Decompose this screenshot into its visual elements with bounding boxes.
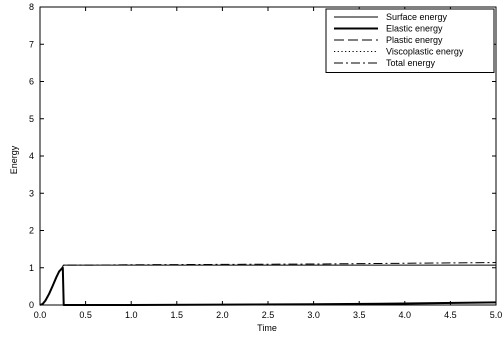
x-tick-label: 2.0	[216, 310, 229, 320]
series-line-total-energy	[39, 262, 497, 306]
y-tick-label: 3	[29, 188, 34, 198]
y-tick-label: 8	[29, 2, 34, 12]
x-tick-label: 1.5	[171, 310, 184, 320]
x-tick-label: 4.0	[399, 310, 412, 320]
x-tick-label: 0.0	[34, 310, 47, 320]
series-line-elastic-energy	[39, 266, 497, 306]
y-tick-label: 2	[29, 226, 34, 236]
legend-label: Surface energy	[386, 12, 448, 22]
x-tick-label: 3.5	[353, 310, 366, 320]
legend-label: Total energy	[386, 58, 436, 68]
y-tick-label: 4	[29, 151, 34, 161]
x-tick-label: 4.5	[444, 310, 457, 320]
legend-label: Elastic energy	[386, 24, 443, 34]
x-tick-label: 2.5	[262, 310, 275, 320]
y-axis-title: Energy	[9, 145, 19, 174]
plot-layer	[39, 262, 497, 306]
x-tick-label: 0.5	[79, 310, 92, 320]
legend-label: Viscoplastic energy	[386, 47, 464, 57]
y-tick-label: 5	[29, 114, 34, 124]
y-tick-label: 0	[29, 300, 34, 310]
legend-box	[325, 8, 495, 73]
y-tick-label: 6	[29, 77, 34, 87]
legend-label: Plastic energy	[386, 35, 443, 45]
x-tick-label: 5.0	[490, 310, 503, 320]
axes-layer: 0.0 0.5 1.0 1.5 2.0 2.5 3.0 3.5 4.0 4.5 5.0 0 1 2 3 4 5 6…	[29, 2, 502, 320]
series-line-surface-energy	[39, 264, 496, 306]
x-tick-label: 3.0	[307, 310, 320, 320]
y-tick-label: 1	[29, 263, 34, 273]
x-axis-title: Time	[257, 323, 277, 333]
y-tick-label: 7	[29, 39, 34, 49]
x-tick-label: 1.0	[125, 310, 138, 320]
